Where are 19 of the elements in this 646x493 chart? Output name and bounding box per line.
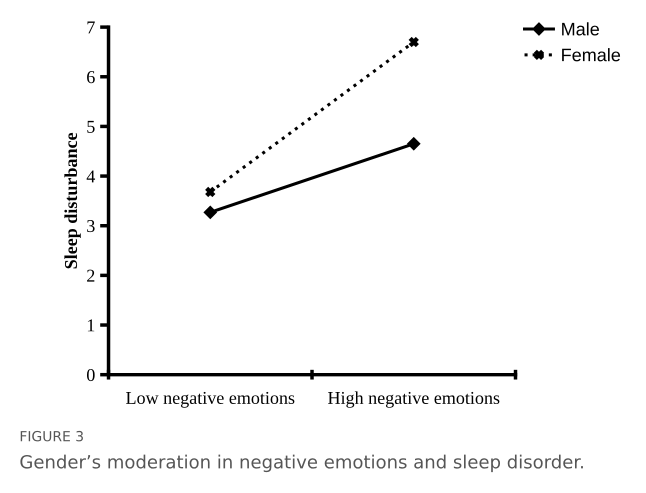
y-tick-label: 1 [88,319,94,332]
y-tick-label: 7 [87,22,95,34]
caption: FIGURE 3 [20,430,83,442]
legend-label: Male [562,22,599,36]
point [407,137,420,150]
x-tick-label: High negative emotions [328,391,500,408]
y-tick-label: 3 [87,220,95,232]
point [204,206,217,219]
y-tick-label: 4 [86,170,96,182]
x-tick-label: Low negative emotions [126,392,294,408]
y-tick-label: 2 [87,270,94,282]
y-tick-label: 5 [87,120,95,133]
y-tick-label: 0 [86,368,95,382]
y-axis-title: Sleep disturbance [64,132,81,268]
text: Gender’s moderation in negative emotions and sleep disorder. [20,454,583,472]
y-tick-label: 6 [87,71,95,84]
point [408,37,419,47]
legend-label: Female [562,48,620,62]
point [205,187,216,197]
